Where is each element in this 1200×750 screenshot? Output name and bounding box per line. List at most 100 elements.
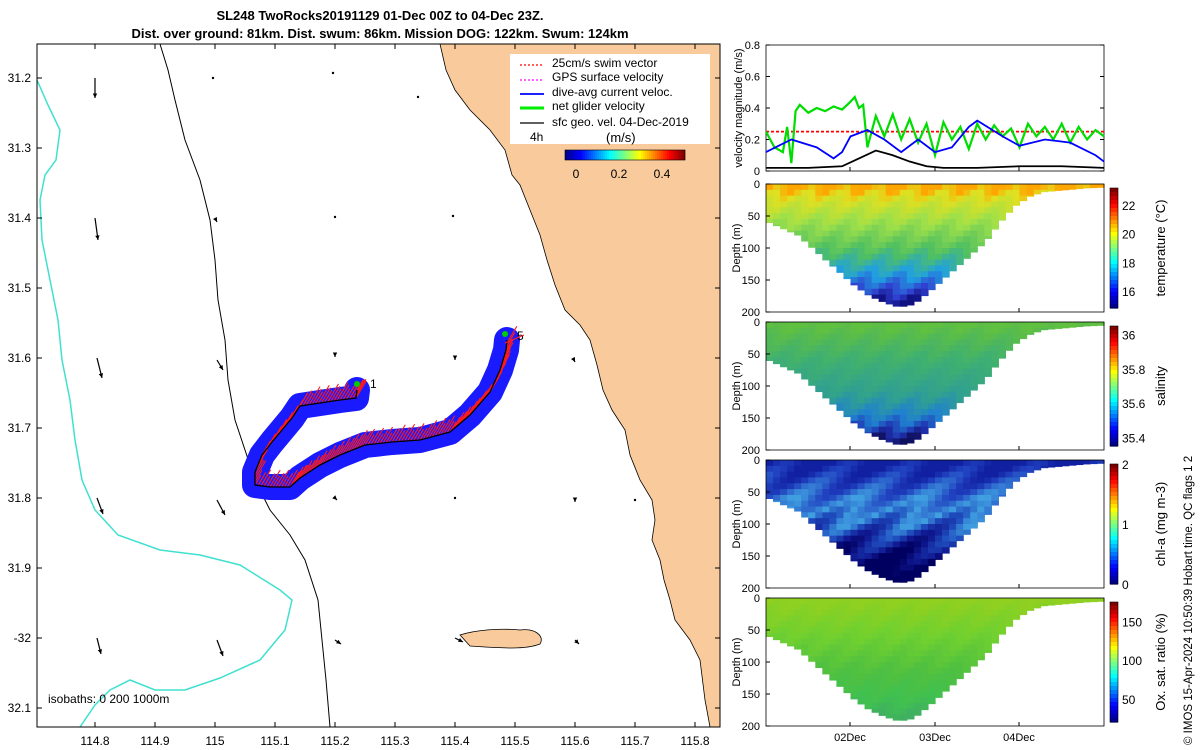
section-cell — [829, 356, 838, 364]
section-cell — [970, 339, 978, 346]
sfc-geo-vector-head — [98, 373, 104, 378]
section-cell — [906, 438, 915, 444]
section-cell — [864, 426, 873, 434]
section-cell — [822, 322, 830, 329]
swim-vector — [254, 469, 263, 483]
section-cell — [871, 632, 880, 640]
section-cell — [949, 621, 957, 628]
section-cell — [899, 420, 908, 428]
section-colorbar-cell — [1110, 354, 1118, 359]
section-cell — [850, 558, 859, 562]
section-cell — [843, 535, 852, 543]
section-cell — [956, 483, 964, 490]
swim-vector — [403, 423, 416, 442]
section-cell — [913, 553, 922, 560]
section-cell — [906, 558, 915, 566]
section-cell — [871, 345, 880, 352]
section-cell — [984, 218, 992, 226]
section-cell — [1005, 345, 1014, 351]
section-cell — [1054, 184, 1063, 191]
section-colorbar-cell — [1110, 654, 1118, 659]
section-cell — [927, 541, 936, 548]
section-cell — [906, 714, 915, 720]
section-cell — [927, 356, 936, 364]
section-cell — [766, 322, 774, 329]
colorbar-cell — [615, 150, 618, 160]
section-cell — [998, 218, 1007, 221]
section-cell — [913, 391, 922, 399]
section-cell — [984, 213, 992, 220]
section-cell — [935, 271, 943, 278]
section-cell — [808, 327, 816, 335]
section-cell — [843, 397, 852, 405]
section-cell — [913, 609, 922, 617]
section-cell — [899, 662, 908, 669]
section-cell — [808, 339, 816, 346]
section-cell — [963, 524, 971, 531]
section-cell — [815, 662, 823, 669]
section-cell — [899, 282, 908, 290]
section-cell — [801, 460, 809, 467]
section-cell — [963, 656, 971, 663]
section-cell — [1012, 615, 1021, 620]
glider-track: 15 — [242, 326, 525, 500]
section-colorbar-cell — [1110, 212, 1118, 217]
section-colorbar-cell — [1110, 476, 1118, 481]
section-cell — [787, 351, 795, 358]
section-cell — [963, 609, 971, 617]
section-cell — [956, 236, 964, 243]
section-cell — [963, 224, 971, 232]
section-cell — [801, 236, 809, 242]
section-cell — [871, 535, 880, 543]
section-cell — [878, 465, 887, 473]
section-cell — [935, 489, 943, 496]
section-cell — [808, 494, 816, 502]
section-cell — [850, 685, 859, 692]
section-cell — [808, 518, 816, 524]
section-cell — [892, 621, 901, 628]
map-legend: 25cm/s swim vector GPS surface velocity … — [510, 54, 710, 144]
section-cell — [913, 201, 922, 208]
colorbar-cell — [621, 150, 624, 160]
section-cell — [913, 218, 922, 226]
section-cell — [963, 477, 971, 484]
section-cell — [787, 603, 795, 611]
section-cell — [822, 494, 830, 502]
section-colorbar-cell — [1110, 504, 1118, 509]
colorbar-cell — [659, 150, 662, 160]
section-cell — [1019, 598, 1028, 605]
section-cell — [913, 524, 922, 531]
section-cell — [892, 576, 901, 583]
section-cell — [942, 195, 950, 203]
section-cell — [794, 506, 802, 512]
section-cell — [808, 356, 816, 364]
section-cell — [822, 603, 830, 611]
section-cell — [815, 656, 823, 663]
section-cell — [906, 465, 915, 473]
section-cell — [1019, 322, 1028, 329]
section-cell — [850, 553, 859, 560]
section-cell — [991, 603, 999, 611]
colorbar-cell — [601, 150, 604, 160]
section-cell — [808, 603, 816, 611]
section-y-tick-label: 50 — [748, 487, 760, 499]
section-cell — [1012, 322, 1021, 329]
section-cell — [906, 535, 915, 543]
section-cell — [935, 518, 943, 525]
section-cell — [899, 558, 908, 566]
section-cell — [913, 236, 922, 243]
section-cell — [864, 541, 873, 548]
section-cell — [885, 351, 894, 358]
section-cell — [899, 673, 908, 681]
section-cell — [885, 282, 894, 290]
section-cell — [871, 288, 880, 296]
section-cell — [927, 277, 936, 284]
section-cell — [871, 420, 880, 428]
section-cell — [773, 460, 781, 467]
section-cell — [871, 662, 880, 669]
section-cell — [892, 667, 901, 675]
section-cell — [780, 195, 788, 203]
section-cell — [963, 662, 971, 669]
section-cell — [878, 621, 887, 628]
